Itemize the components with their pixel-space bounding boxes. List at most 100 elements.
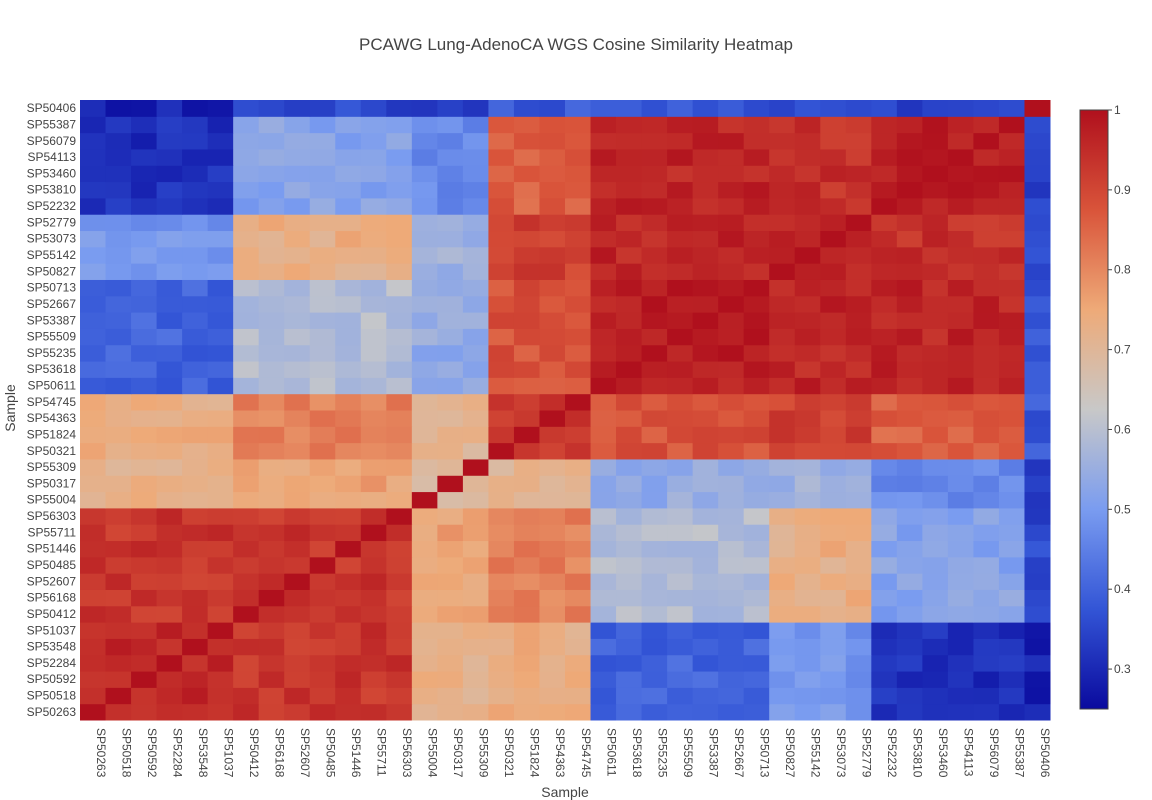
heatmap-cell <box>692 540 719 558</box>
heatmap-cell <box>488 246 515 264</box>
heatmap-cell <box>360 197 387 215</box>
x-tick-label: SP55509 <box>681 728 695 778</box>
heatmap-cell <box>335 687 362 705</box>
heatmap-cell <box>386 703 413 721</box>
heatmap-cell <box>207 703 234 721</box>
heatmap-cell <box>743 361 770 378</box>
heatmap-cell <box>616 181 643 199</box>
heatmap-cell <box>156 573 183 590</box>
heatmap-cell <box>794 393 821 411</box>
heatmap-cell <box>182 540 209 558</box>
heatmap-cell <box>207 507 234 525</box>
heatmap-cell <box>947 214 974 232</box>
y-tick-label: SP51037 <box>27 623 77 637</box>
heatmap-cell <box>1024 671 1051 688</box>
heatmap-cell <box>590 540 617 558</box>
heatmap-cell <box>896 165 923 183</box>
heatmap-cell <box>616 556 643 574</box>
heatmap-cell <box>743 491 770 509</box>
heatmap-cell <box>641 654 668 672</box>
heatmap-cell <box>258 344 285 362</box>
heatmap-cell <box>947 507 974 525</box>
heatmap-cell <box>156 671 183 688</box>
heatmap-cell <box>973 426 1000 444</box>
heatmap-cell <box>794 377 821 395</box>
heatmap-cell <box>360 426 387 444</box>
heatmap-cell <box>284 295 311 313</box>
colorbar-tick-label: 0.4 <box>1114 582 1131 596</box>
heatmap-cell <box>565 100 592 117</box>
heatmap-cell <box>80 100 107 117</box>
heatmap-cell <box>105 393 132 411</box>
heatmap-cell <box>156 230 183 248</box>
heatmap-cell <box>386 148 413 166</box>
x-tick-label: SP50518 <box>119 728 133 778</box>
heatmap-cell <box>718 671 745 688</box>
x-tick-label: SP52232 <box>885 728 899 778</box>
x-tick-label: SP52607 <box>298 728 312 778</box>
heatmap-cell <box>80 165 107 183</box>
heatmap-cell <box>386 622 413 639</box>
heatmap-cell <box>1024 197 1051 215</box>
heatmap-cell <box>794 197 821 215</box>
heatmap-cell <box>667 181 694 199</box>
heatmap-cell <box>437 507 464 525</box>
heatmap-cell <box>207 671 234 688</box>
heatmap-cell <box>309 654 336 672</box>
heatmap-cell <box>207 410 234 427</box>
heatmap-cell <box>437 622 464 639</box>
y-tick-label: SP50317 <box>27 476 77 490</box>
heatmap-cell <box>182 589 209 607</box>
heatmap-cell <box>845 654 872 672</box>
y-tick-label: SP50827 <box>27 264 77 278</box>
y-tick-label: SP52667 <box>27 297 77 311</box>
heatmap-cell <box>462 687 489 705</box>
heatmap-cell <box>973 475 1000 493</box>
heatmap-cell <box>973 703 1000 721</box>
heatmap-cell <box>794 426 821 444</box>
heatmap-cell <box>794 148 821 166</box>
heatmap-cell <box>386 687 413 705</box>
heatmap-cell <box>871 116 898 134</box>
heatmap-cell <box>820 197 847 215</box>
heatmap-cell <box>998 279 1025 297</box>
heatmap-cell <box>998 181 1025 199</box>
heatmap-cell <box>437 410 464 427</box>
heatmap-cell <box>360 654 387 672</box>
heatmap-cell <box>258 638 285 656</box>
heatmap-cell <box>284 148 311 166</box>
heatmap-cell <box>386 573 413 590</box>
heatmap-cell <box>616 116 643 134</box>
heatmap-cell <box>794 279 821 297</box>
heatmap-cell <box>411 214 438 232</box>
heatmap-cell <box>539 556 566 574</box>
heatmap-cell <box>360 165 387 183</box>
heatmap-cell <box>539 361 566 378</box>
heatmap-cell <box>513 426 540 444</box>
heatmap-cell <box>411 491 438 509</box>
heatmap-cell <box>565 605 592 623</box>
y-tick-label: SP50412 <box>27 607 77 621</box>
heatmap-cell <box>845 312 872 329</box>
heatmap-cell <box>462 312 489 329</box>
heatmap-cell <box>513 393 540 411</box>
heatmap-cell <box>80 393 107 411</box>
heatmap-cell <box>411 556 438 574</box>
heatmap-cell <box>718 458 745 476</box>
heatmap-cell <box>233 328 260 346</box>
heatmap-cell <box>845 361 872 378</box>
y-tick-label: SP53073 <box>27 232 77 246</box>
heatmap-cell <box>156 622 183 639</box>
heatmap-cell <box>998 475 1025 493</box>
x-tick-label: SP52667 <box>732 728 746 778</box>
heatmap-cell <box>871 328 898 346</box>
heatmap-cell <box>233 344 260 362</box>
heatmap-cell <box>922 230 949 248</box>
heatmap-cell <box>616 458 643 476</box>
heatmap-cell <box>667 361 694 378</box>
heatmap-cell <box>335 132 362 150</box>
x-tick-label: SP55235 <box>655 728 669 778</box>
heatmap-cell <box>335 638 362 656</box>
heatmap-cell <box>896 393 923 411</box>
heatmap-cell <box>718 638 745 656</box>
